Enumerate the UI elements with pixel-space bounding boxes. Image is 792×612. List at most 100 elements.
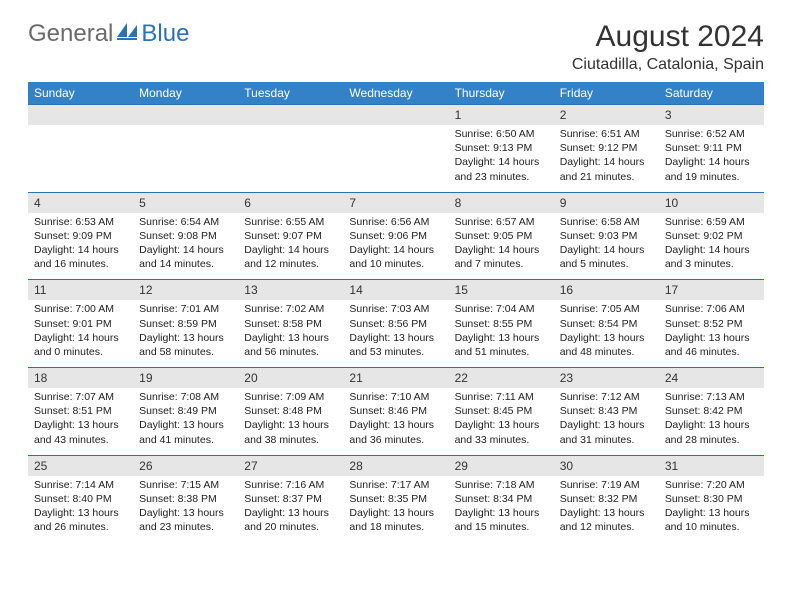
sunrise-text: Sunrise: 6:56 AM xyxy=(349,215,442,229)
daylight-text: Daylight: 14 hours and 19 minutes. xyxy=(665,155,758,183)
dow-friday: Friday xyxy=(554,82,659,105)
day-info-cell: Sunrise: 6:56 AMSunset: 9:06 PMDaylight:… xyxy=(343,213,448,280)
daylight-text: Daylight: 13 hours and 51 minutes. xyxy=(455,331,548,359)
day-number-cell: 16 xyxy=(554,280,659,301)
sunrise-text: Sunrise: 7:11 AM xyxy=(455,390,548,404)
sunrise-text: Sunrise: 7:14 AM xyxy=(34,478,127,492)
day-info-cell: Sunrise: 7:03 AMSunset: 8:56 PMDaylight:… xyxy=(343,300,448,367)
sunrise-text: Sunrise: 6:53 AM xyxy=(34,215,127,229)
day-number-cell xyxy=(133,105,238,126)
sunset-text: Sunset: 8:51 PM xyxy=(34,404,127,418)
sunset-text: Sunset: 8:48 PM xyxy=(244,404,337,418)
dow-sunday: Sunday xyxy=(28,82,133,105)
sunset-text: Sunset: 8:38 PM xyxy=(139,492,232,506)
day-info-row: Sunrise: 6:50 AMSunset: 9:13 PMDaylight:… xyxy=(28,125,764,192)
day-info-cell: Sunrise: 6:59 AMSunset: 9:02 PMDaylight:… xyxy=(659,213,764,280)
sunrise-text: Sunrise: 7:02 AM xyxy=(244,302,337,316)
daylight-text: Daylight: 13 hours and 36 minutes. xyxy=(349,418,442,446)
day-number-cell: 9 xyxy=(554,192,659,213)
daylight-text: Daylight: 14 hours and 7 minutes. xyxy=(455,243,548,271)
daylight-text: Daylight: 13 hours and 48 minutes. xyxy=(560,331,653,359)
sunset-text: Sunset: 8:35 PM xyxy=(349,492,442,506)
sunset-text: Sunset: 8:42 PM xyxy=(665,404,758,418)
day-number-cell: 27 xyxy=(238,455,343,476)
day-number-cell: 1 xyxy=(449,105,554,126)
day-info-cell: Sunrise: 7:11 AMSunset: 8:45 PMDaylight:… xyxy=(449,388,554,455)
dow-wednesday: Wednesday xyxy=(343,82,448,105)
day-info-row: Sunrise: 6:53 AMSunset: 9:09 PM Daylight:… xyxy=(28,213,764,280)
day-info-row: Sunrise: 7:00 AMSunset: 9:01 PMDaylight:… xyxy=(28,300,764,367)
day-number-row: 11121314151617 xyxy=(28,280,764,301)
daylight-text: Daylight: 13 hours and 28 minutes. xyxy=(665,418,758,446)
day-info-cell: Sunrise: 7:00 AMSunset: 9:01 PMDaylight:… xyxy=(28,300,133,367)
day-info-cell: Sunrise: 7:16 AMSunset: 8:37 PMDaylight:… xyxy=(238,476,343,543)
sunrise-text: Sunrise: 6:55 AM xyxy=(244,215,337,229)
logo: General Blue xyxy=(28,20,189,48)
daylight-text: Daylight: 13 hours and 46 minutes. xyxy=(665,331,758,359)
daylight-text: Daylight: 13 hours and 53 minutes. xyxy=(349,331,442,359)
sunrise-text: Sunrise: 7:01 AM xyxy=(139,302,232,316)
day-number-row: 18192021222324 xyxy=(28,368,764,389)
day-info-cell: Sunrise: 7:19 AMSunset: 8:32 PMDaylight:… xyxy=(554,476,659,543)
day-number-cell: 19 xyxy=(133,368,238,389)
dow-thursday: Thursday xyxy=(449,82,554,105)
sunrise-text: Sunrise: 7:13 AM xyxy=(665,390,758,404)
sunrise-text: Sunrise: 7:17 AM xyxy=(349,478,442,492)
day-number-row: 45678910 xyxy=(28,192,764,213)
day-info-cell: Sunrise: 7:13 AMSunset: 8:42 PMDaylight:… xyxy=(659,388,764,455)
day-info-cell: Sunrise: 7:08 AMSunset: 8:49 PMDaylight:… xyxy=(133,388,238,455)
day-number-cell: 12 xyxy=(133,280,238,301)
sunrise-text: Sunrise: 7:06 AM xyxy=(665,302,758,316)
daylight-text: Daylight: 14 hours and 3 minutes. xyxy=(665,243,758,271)
sunrise-text: Sunrise: 7:12 AM xyxy=(560,390,653,404)
day-info-cell: Sunrise: 7:18 AMSunset: 8:34 PMDaylight:… xyxy=(449,476,554,543)
sunset-text: Sunset: 9:09 PM xyxy=(34,229,127,243)
daylight-text: Daylight: 13 hours and 12 minutes. xyxy=(560,506,653,534)
day-number-cell: 3 xyxy=(659,105,764,126)
day-number-cell: 26 xyxy=(133,455,238,476)
day-info-cell: Sunrise: 7:20 AMSunset: 8:30 PMDaylight:… xyxy=(659,476,764,543)
day-number-cell: 20 xyxy=(238,368,343,389)
daylight-text: Daylight: 13 hours and 31 minutes. xyxy=(560,418,653,446)
day-number-cell: 13 xyxy=(238,280,343,301)
dow-saturday: Saturday xyxy=(659,82,764,105)
day-number-cell: 30 xyxy=(554,455,659,476)
day-info-cell: Sunrise: 7:02 AMSunset: 8:58 PMDaylight:… xyxy=(238,300,343,367)
location-text: Ciutadilla, Catalonia, Spain xyxy=(572,56,764,74)
daylight-text: Daylight: 14 hours and 10 minutes. xyxy=(349,243,442,271)
day-number-cell: 5 xyxy=(133,192,238,213)
day-info-cell: Sunrise: 7:09 AMSunset: 8:48 PMDaylight:… xyxy=(238,388,343,455)
day-number-cell: 7 xyxy=(343,192,448,213)
day-info-cell xyxy=(28,125,133,192)
day-info-cell xyxy=(343,125,448,192)
day-info-row: Sunrise: 7:14 AMSunset: 8:40 PMDaylight:… xyxy=(28,476,764,543)
day-number-cell xyxy=(28,105,133,126)
day-number-cell: 29 xyxy=(449,455,554,476)
day-of-week-row: Sunday Monday Tuesday Wednesday Thursday… xyxy=(28,82,764,105)
day-info-cell: Sunrise: 6:58 AMSunset: 9:03 PMDaylight:… xyxy=(554,213,659,280)
daylight-text: Daylight: 13 hours and 20 minutes. xyxy=(244,506,337,534)
daylight-text: Daylight: 13 hours and 38 minutes. xyxy=(244,418,337,446)
sunset-text: Sunset: 9:13 PM xyxy=(455,141,548,155)
sunset-text: Sunset: 8:49 PM xyxy=(139,404,232,418)
day-number-cell: 4 xyxy=(28,192,133,213)
day-info-cell: Sunrise: 7:10 AMSunset: 8:46 PMDaylight:… xyxy=(343,388,448,455)
day-info-cell xyxy=(133,125,238,192)
daylight-text: Daylight: 14 hours and 21 minutes. xyxy=(560,155,653,183)
daylight-text: Daylight: 13 hours and 26 minutes. xyxy=(34,506,127,534)
sunrise-text: Sunrise: 7:10 AM xyxy=(349,390,442,404)
day-info-cell: Sunrise: 7:14 AMSunset: 8:40 PMDaylight:… xyxy=(28,476,133,543)
header: General Blue August 2024 Ciutadilla, Cat… xyxy=(28,20,764,74)
calendar-page: General Blue August 2024 Ciutadilla, Cat… xyxy=(0,0,792,562)
sunrise-text: Sunrise: 7:15 AM xyxy=(139,478,232,492)
daylight-text: Daylight: 13 hours and 43 minutes. xyxy=(34,418,127,446)
daylight-text: Daylight: 14 hours and 0 minutes. xyxy=(34,331,127,359)
day-info-row: Sunrise: 7:07 AMSunset: 8:51 PMDaylight:… xyxy=(28,388,764,455)
daylight-text: Daylight: 13 hours and 10 minutes. xyxy=(665,506,758,534)
sunrise-text: Sunrise: 6:57 AM xyxy=(455,215,548,229)
sunset-text: Sunset: 9:02 PM xyxy=(665,229,758,243)
day-number-cell: 28 xyxy=(343,455,448,476)
daylight-text: Daylight: 13 hours and 56 minutes. xyxy=(244,331,337,359)
day-info-cell: Sunrise: 6:53 AMSunset: 9:09 PMDaylight:… xyxy=(28,213,133,280)
daylight-text: Daylight: 13 hours and 41 minutes. xyxy=(139,418,232,446)
